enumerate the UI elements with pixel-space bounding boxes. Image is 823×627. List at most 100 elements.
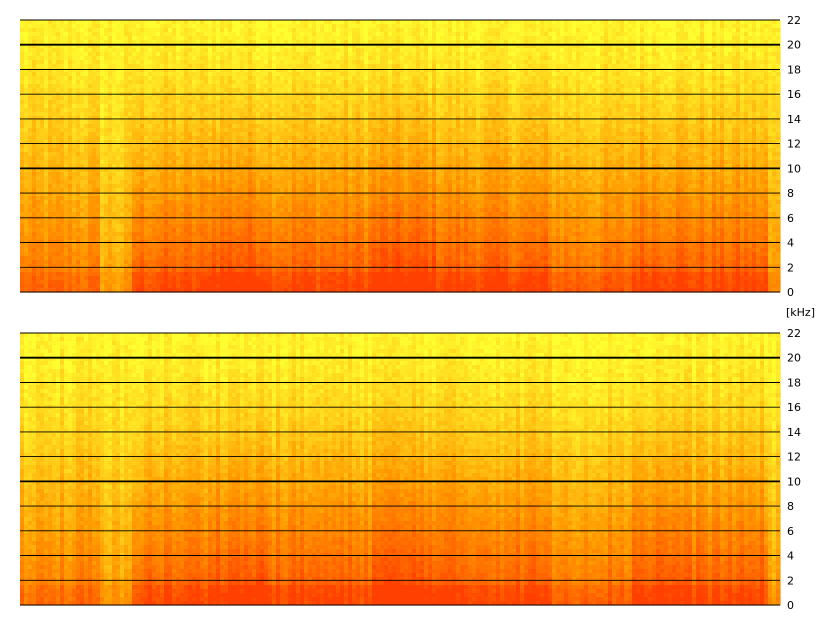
spectrogram-cell xyxy=(236,88,241,93)
spectrogram-cell xyxy=(116,60,121,65)
spectrogram-cell xyxy=(180,276,185,281)
spectrogram-cell xyxy=(64,260,69,265)
spectrogram-cell xyxy=(216,152,221,157)
spectrogram-cell xyxy=(200,100,205,105)
spectrogram-cell xyxy=(68,124,73,129)
spectrogram-cell xyxy=(204,244,209,249)
spectrogram-cell xyxy=(124,220,129,225)
spectrogram-cell xyxy=(28,96,33,101)
spectrogram-cell xyxy=(276,180,281,185)
spectrogram-cell xyxy=(188,36,193,41)
spectrogram-cell xyxy=(300,224,305,229)
spectrogram-cell xyxy=(80,112,85,117)
spectrogram-cell xyxy=(188,280,193,285)
spectrogram-cell xyxy=(32,236,37,241)
spectrogram-cell xyxy=(92,220,97,225)
spectrogram-cell xyxy=(40,100,45,105)
spectrogram-cell xyxy=(20,172,25,177)
spectrogram-cell xyxy=(312,20,317,25)
spectrogram-cell xyxy=(120,84,125,89)
spectrogram-cell xyxy=(232,112,237,117)
spectrogram-cell xyxy=(248,72,253,77)
spectrogram-cell xyxy=(40,148,45,153)
spectrogram-cell xyxy=(184,96,189,101)
spectrogram-cell xyxy=(212,244,217,249)
spectrogram-cell xyxy=(192,244,197,249)
spectrogram-cell xyxy=(232,244,237,249)
spectrogram-cell xyxy=(240,68,245,73)
spectrogram-cell xyxy=(204,72,209,77)
spectrogram-cell xyxy=(268,60,273,65)
spectrogram-cell xyxy=(212,236,217,241)
spectrogram-cell xyxy=(164,112,169,117)
spectrogram-cell xyxy=(172,56,177,61)
spectrogram-cell xyxy=(288,204,293,209)
spectrogram-cell xyxy=(188,120,193,125)
spectrogram-cell xyxy=(308,52,313,57)
spectrogram-cell xyxy=(72,136,77,141)
spectrogram-cell xyxy=(32,76,37,81)
spectrogram-cell xyxy=(168,60,173,65)
spectrogram-cell xyxy=(260,180,265,185)
spectrogram-cell xyxy=(152,100,157,105)
spectrogram-cell xyxy=(84,28,89,33)
spectrogram-cell xyxy=(252,156,257,161)
spectrogram-cell xyxy=(148,232,153,237)
spectrogram-cell xyxy=(124,188,129,193)
spectrogram-cell xyxy=(164,144,169,149)
spectrogram-cell xyxy=(36,20,41,25)
spectrogram-cell xyxy=(296,228,301,233)
spectrogram-cell xyxy=(224,136,229,141)
spectrogram-cell xyxy=(156,156,161,161)
spectrogram-cell xyxy=(156,24,161,29)
spectrogram-cell xyxy=(208,124,213,129)
spectrogram-cell xyxy=(100,200,105,205)
spectrogram-cell xyxy=(188,160,193,165)
spectrogram-cell xyxy=(60,236,65,241)
spectrogram-cell xyxy=(284,160,289,165)
spectrogram-cell xyxy=(56,264,61,269)
spectrogram-cell xyxy=(288,124,293,129)
spectrogram-cell xyxy=(48,244,53,249)
spectrogram-cell xyxy=(224,160,229,165)
spectrogram-cell xyxy=(92,128,97,133)
spectrogram-cell xyxy=(292,48,297,53)
spectrogram-cell xyxy=(212,188,217,193)
spectrogram-cell xyxy=(104,56,109,61)
spectrogram-cell xyxy=(276,20,281,25)
spectrogram-cell xyxy=(108,180,113,185)
spectrogram-cell xyxy=(164,48,169,53)
spectrogram-cell xyxy=(296,156,301,161)
spectrogram-cell xyxy=(304,260,309,265)
spectrogram-cell xyxy=(164,28,169,33)
spectrogram-cell xyxy=(140,116,145,121)
spectrogram-cell xyxy=(176,96,181,101)
spectrogram-cell xyxy=(136,152,141,157)
spectrogram-cell xyxy=(288,32,293,37)
spectrogram-cell xyxy=(292,216,297,221)
spectrogram-cell xyxy=(72,260,77,265)
spectrogram-cell xyxy=(236,204,241,209)
spectrogram-cell xyxy=(164,84,169,89)
spectrogram-cell xyxy=(132,96,137,101)
spectrogram-cell xyxy=(176,172,181,177)
spectrogram-cell xyxy=(92,116,97,121)
spectrogram-cell xyxy=(84,96,89,101)
spectrogram-cell xyxy=(100,48,105,53)
spectrogram-cell xyxy=(296,20,301,25)
spectrogram-cell xyxy=(132,228,137,233)
spectrogram-cell xyxy=(128,196,133,201)
spectrogram-cell xyxy=(100,228,105,233)
spectrogram-cell xyxy=(248,96,253,101)
spectrogram-cell xyxy=(164,208,169,213)
spectrogram-cell xyxy=(176,272,181,277)
spectrogram-cell xyxy=(192,260,197,265)
spectrogram-cell xyxy=(148,120,153,125)
spectrogram-cell xyxy=(152,196,157,201)
spectrogram-cell xyxy=(172,52,177,57)
spectrogram-cell xyxy=(172,216,177,221)
spectrogram-cell xyxy=(44,236,49,241)
spectrogram-cell xyxy=(152,112,157,117)
spectrogram-cell xyxy=(196,232,201,237)
spectrogram-cell xyxy=(168,272,173,277)
